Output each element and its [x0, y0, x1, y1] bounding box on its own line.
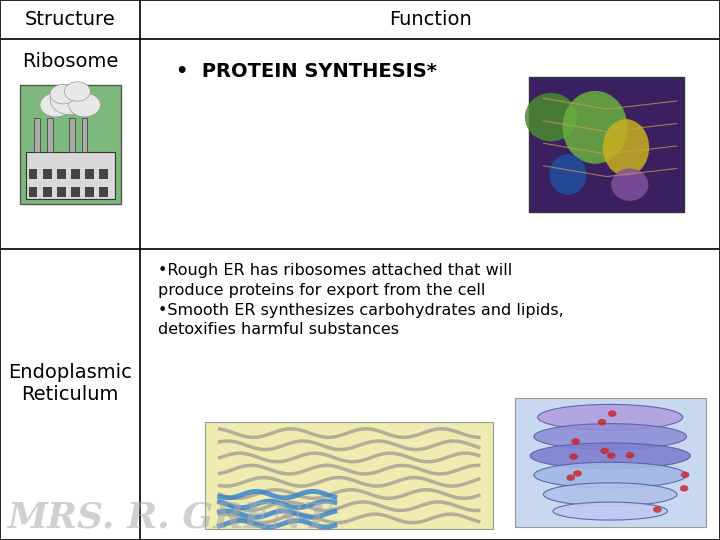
Ellipse shape [530, 443, 690, 469]
Circle shape [50, 84, 91, 114]
Bar [26, 152, 115, 199]
Bar [515, 398, 706, 526]
Circle shape [680, 485, 688, 491]
Bar [42, 187, 52, 197]
Bar [71, 187, 80, 197]
Bar [85, 168, 94, 179]
Ellipse shape [611, 168, 649, 201]
Bar [205, 422, 493, 529]
Circle shape [598, 419, 606, 426]
Circle shape [69, 93, 101, 117]
Circle shape [681, 471, 690, 478]
Bar [42, 168, 52, 179]
Circle shape [607, 453, 616, 459]
Bar [529, 77, 684, 212]
Bar [69, 118, 75, 152]
Ellipse shape [562, 91, 628, 164]
Bar [35, 118, 40, 152]
Ellipse shape [544, 483, 677, 506]
Circle shape [570, 454, 578, 460]
Bar [82, 118, 88, 152]
Bar [57, 187, 66, 197]
Text: •Rough ER has ribosomes attached that will
produce proteins for export from the : •Rough ER has ribosomes attached that wi… [158, 263, 564, 338]
Circle shape [50, 84, 76, 104]
Bar [85, 187, 94, 197]
Text: Function: Function [389, 10, 472, 29]
Circle shape [567, 475, 575, 481]
Bar [57, 168, 66, 179]
Ellipse shape [549, 154, 587, 195]
Circle shape [40, 93, 72, 117]
Ellipse shape [534, 424, 687, 449]
Bar [29, 187, 37, 197]
Ellipse shape [538, 404, 683, 430]
Bar [19, 85, 121, 204]
Bar [48, 118, 53, 152]
Bar [99, 187, 108, 197]
Circle shape [65, 82, 91, 101]
Circle shape [653, 506, 662, 512]
Bar [71, 168, 80, 179]
Circle shape [573, 470, 582, 477]
Ellipse shape [534, 462, 687, 488]
Text: Ribosome: Ribosome [22, 52, 118, 71]
Circle shape [608, 410, 616, 417]
Text: Endoplasmic
Reticulum: Endoplasmic Reticulum [8, 363, 132, 404]
Ellipse shape [525, 93, 577, 141]
Text: Structure: Structure [24, 10, 116, 29]
Ellipse shape [603, 119, 649, 176]
Ellipse shape [553, 502, 667, 520]
Text: •  PROTEIN SYNTHESIS*: • PROTEIN SYNTHESIS* [176, 62, 437, 81]
Bar [99, 168, 108, 179]
Bar [29, 168, 37, 179]
Text: MRS. R. GRENT: MRS. R. GRENT [7, 501, 330, 535]
Circle shape [626, 452, 634, 458]
Circle shape [600, 448, 609, 454]
Circle shape [571, 438, 580, 444]
